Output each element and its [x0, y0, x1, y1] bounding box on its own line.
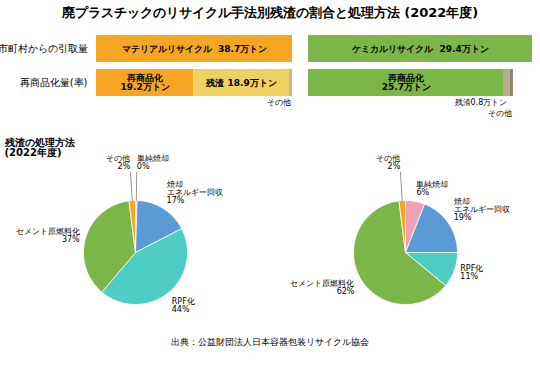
svg-text:焼却エネルギー回収19%: 焼却エネルギー回収19% [454, 197, 510, 222]
svg-text:再商品化25.7万トン: 再商品化25.7万トン [382, 73, 431, 92]
svg-text:その他2%: その他2% [376, 154, 400, 171]
svg-text:ケミカルリサイクル 29.4万トン: ケミカルリサイクル 29.4万トン [351, 44, 488, 54]
svg-text:焼却エネルギー回収17%: 焼却エネルギー回収17% [167, 180, 223, 205]
svg-text:再商品化量(率): 再商品化量(率) [20, 77, 88, 88]
svg-text:その他: その他 [488, 108, 512, 117]
svg-text:単純焼却0%: 単純焼却0% [137, 154, 169, 171]
svg-text:残渣 18.9万トン: 残渣 18.9万トン [205, 78, 276, 88]
svg-text:市町村からの引取量: 市町村からの引取量 [0, 43, 88, 54]
svg-text:その他2%: その他2% [106, 154, 130, 171]
svg-text:再商品化19.2万トン: 再商品化19.2万トン [121, 73, 170, 92]
svg-text:残渣の処理方法(2022年度): 残渣の処理方法(2022年度) [4, 137, 75, 158]
svg-text:その他: その他 [267, 97, 291, 106]
html-text:廃プラスチックのリサイクル手法別残渣の割合と処理方法 (20: 廃プラスチックのリサイクル手法別残渣の割合と処理方法 (2022年度) [61, 5, 479, 20]
svg-text:セメント原燃料化62%: セメント原燃料化62% [290, 279, 354, 296]
svg-text:単純焼却6%: 単純焼却6% [416, 180, 448, 197]
svg-text:RPF化44%: RPF化44% [172, 297, 195, 314]
html-text:出典：公益財団法人日本容器包装リサイクル協会: 出典：公益財団法人日本容器包装リサイクル協会 [171, 337, 369, 347]
svg-text:マテリアルリサイクル 38.7万トン: マテリアルリサイクル 38.7万トン [122, 44, 267, 54]
svg-text:RPF化11%: RPF化11% [460, 264, 483, 281]
svg-text:セメント原燃料化37%: セメント原燃料化37% [16, 227, 80, 244]
svg-text:残渣0.8万トン: 残渣0.8万トン [455, 97, 508, 106]
